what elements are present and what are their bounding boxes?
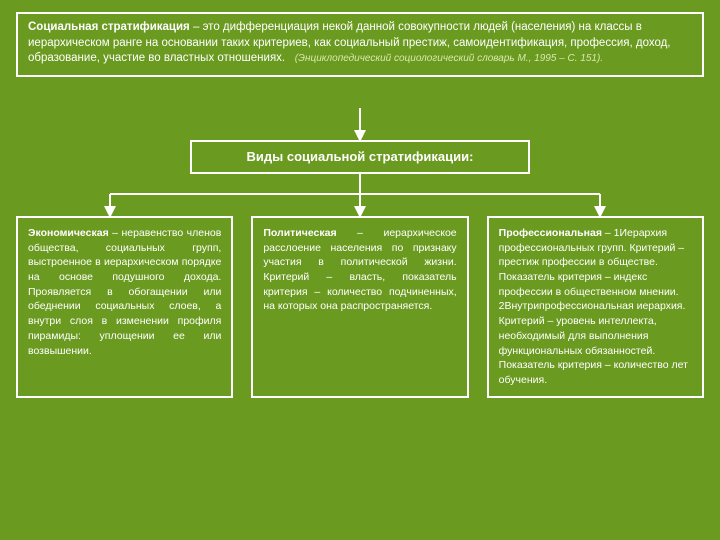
column-economic-title: Экономическая bbox=[28, 227, 109, 239]
types-title: Виды социальной стратификации: bbox=[247, 149, 474, 164]
column-political-dash: – bbox=[337, 227, 363, 239]
types-columns: Экономическая – неравенство членов общес… bbox=[16, 216, 704, 398]
definition-term: Социальная стратификация bbox=[28, 21, 190, 33]
definition-text: Социальная стратификация – это дифференц… bbox=[28, 20, 692, 67]
column-professional-title: Профессиональная bbox=[499, 227, 602, 239]
definition-citation: (Энциклопедический социологический слова… bbox=[295, 53, 603, 64]
definition-box: Социальная стратификация – это дифференц… bbox=[16, 12, 704, 77]
column-professional-dash: – bbox=[602, 227, 611, 239]
column-political-title: Политическая bbox=[263, 227, 336, 239]
column-political-body: иерархическое расслоение населения по пр… bbox=[263, 227, 456, 312]
types-title-box: Виды социальной стратификации: bbox=[190, 140, 530, 174]
column-professional-body: 1Иерархия профессиональных групп. Критер… bbox=[499, 227, 688, 386]
column-economic: Экономическая – неравенство членов общес… bbox=[16, 216, 233, 398]
column-economic-dash: – bbox=[109, 227, 118, 239]
column-professional: Профессиональная – 1Иерархия профессиона… bbox=[487, 216, 704, 398]
column-political: Политическая – иерархическое расслоение … bbox=[251, 216, 468, 398]
column-economic-body: неравенство членов общества, социальных … bbox=[28, 227, 221, 357]
